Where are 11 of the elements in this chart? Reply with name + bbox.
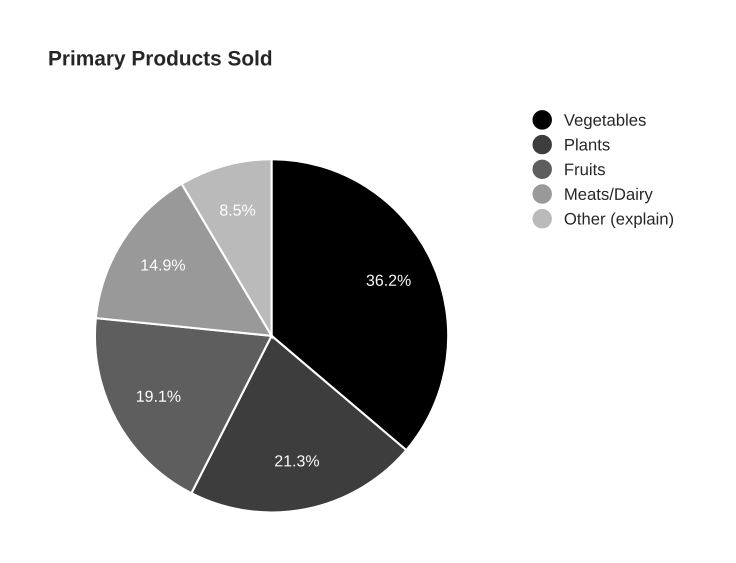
data-label: 21.3% [275, 455, 320, 467]
legend-label: Other (explain) [564, 212, 674, 228]
data-label: 19.1% [136, 390, 180, 402]
legend-label: Meats/Dairy [565, 188, 653, 204]
chart-title: Primary Products Sold [49, 50, 272, 70]
data-label: 14.9% [142, 259, 186, 271]
data-label: 36.2% [366, 274, 411, 286]
data-label: 8.5% [220, 204, 256, 216]
legend-label: Fruits [565, 163, 605, 176]
legend-label: Plants [565, 138, 610, 151]
legend-label: Vegetables [564, 114, 646, 130]
